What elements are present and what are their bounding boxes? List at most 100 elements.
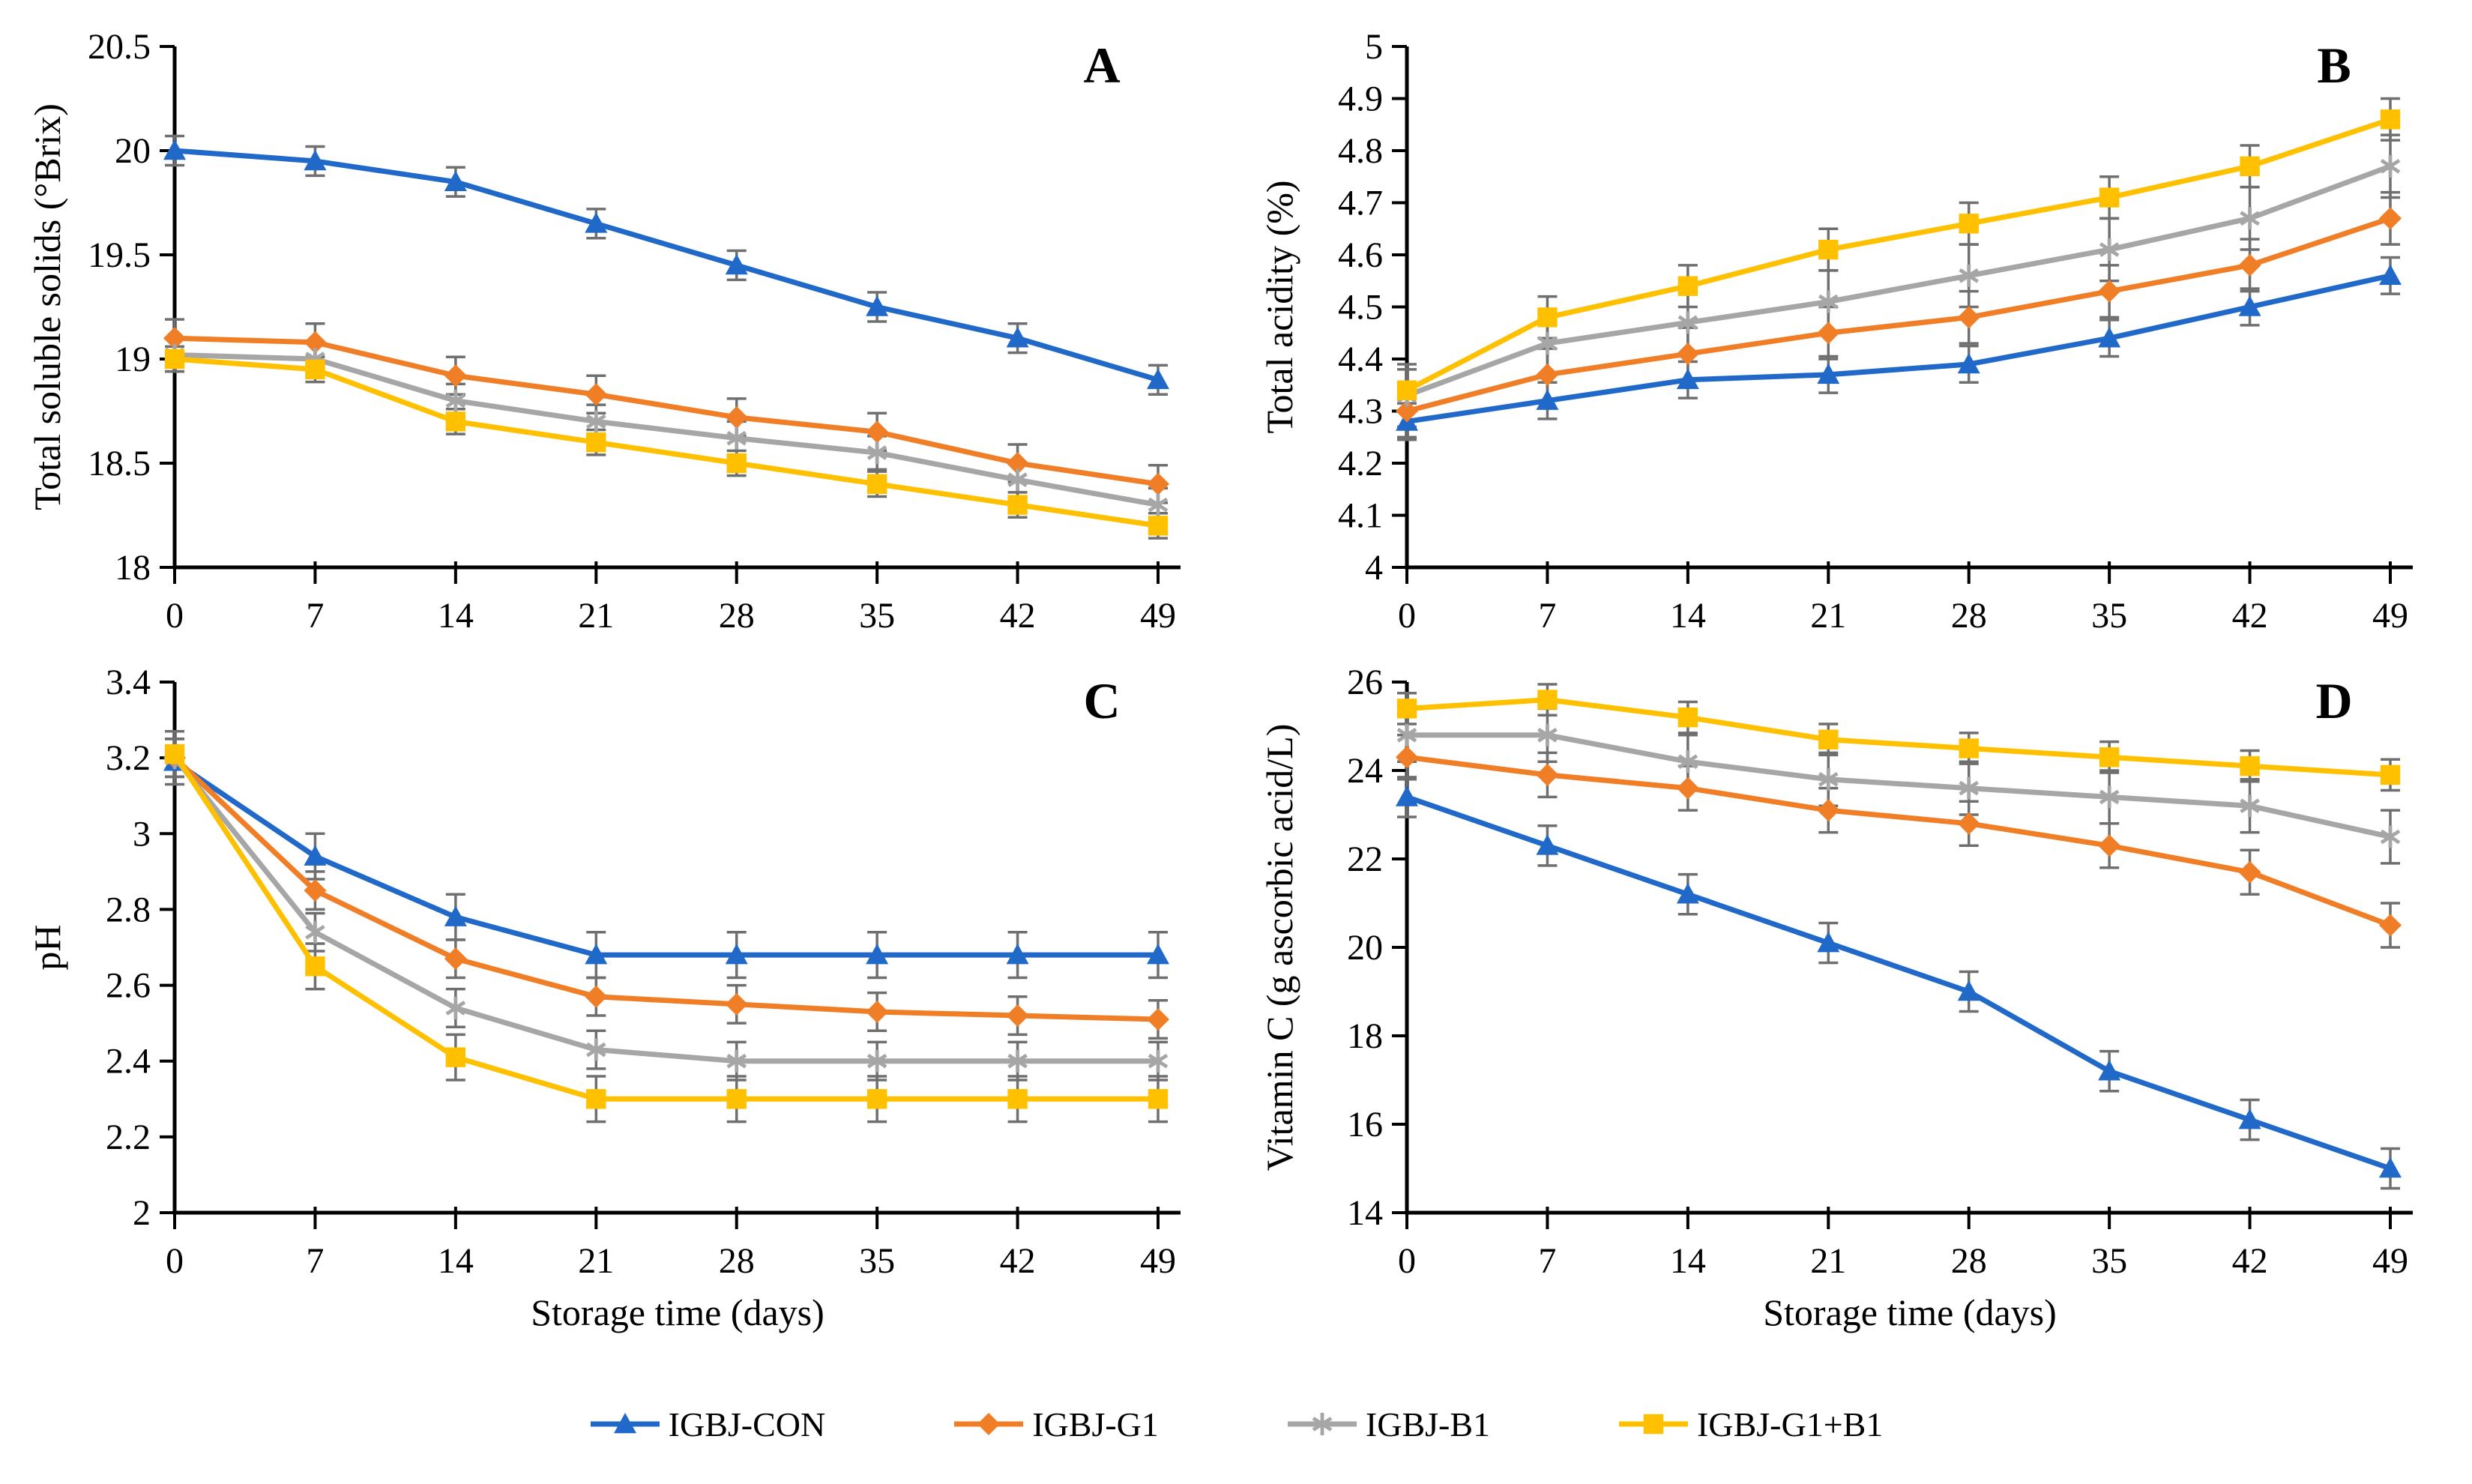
legend: IGBJ-CON IGBJ-G1 IGBJ-B1 IGBJ-G1+B1 xyxy=(0,1383,2472,1465)
x-tick-label: 7 xyxy=(1538,596,1556,636)
legend-item-igbj-con: IGBJ-CON xyxy=(589,1405,826,1444)
x-tick-label: 21 xyxy=(578,596,614,636)
x-tick-label: 7 xyxy=(306,1241,324,1281)
y-tick-label: 19 xyxy=(115,340,151,379)
chart-b-canvas: 4 4.1 4.2 4.3 4.4 4.5 4.6 4.7 4.8 4.9 5 0 7 14 21 28 35 4… xyxy=(1258,27,2413,636)
x-tick-label: 0 xyxy=(1398,1241,1416,1281)
diamond-marker-icon xyxy=(954,1413,1024,1435)
x-tick-label: 14 xyxy=(438,1241,474,1281)
series-IGBJ-B1 xyxy=(1396,723,2401,848)
axes: 14 16 18 20 22 24 26 0 7 14 21 28 35 42 49 xyxy=(1347,663,2413,1281)
panel-letter: B xyxy=(2317,37,2351,94)
x-tick-label: 42 xyxy=(2232,1241,2268,1281)
x-axis-title: Storage time (days) xyxy=(1763,1291,2057,1333)
x-tick-label: 28 xyxy=(719,596,755,636)
x-tick-label: 49 xyxy=(1140,1241,1176,1281)
y-tick-label: 4.1 xyxy=(1338,496,1383,536)
y-tick-label: 4.8 xyxy=(1338,131,1383,171)
y-axis-title: Total acidity (%) xyxy=(1258,180,1300,433)
y-tick-label: 22 xyxy=(1347,839,1383,879)
x-tick-label: 28 xyxy=(1951,596,1987,636)
legend-item-igbj-b1: IGBJ-B1 xyxy=(1286,1405,1490,1444)
chart-a-canvas: 18 18.5 19 19.5 20 20.5 0 7 14 21 28 35 42 49 Total so… xyxy=(26,27,1181,636)
x-tick-label: 35 xyxy=(859,1241,895,1281)
y-tick-label: 4.5 xyxy=(1338,288,1383,328)
y-tick-label: 4.4 xyxy=(1338,340,1383,379)
y-tick-label: 3.4 xyxy=(106,663,151,702)
axes: 2 2.2 2.4 2.6 2.8 3 3.2 3.4 0 7 14 21 28 35 42 49 xyxy=(106,663,1181,1281)
x-tick-label: 0 xyxy=(166,596,184,636)
y-tick-label: 18 xyxy=(115,548,151,588)
x-tick-label: 49 xyxy=(2372,1241,2408,1281)
x-tick-label: 0 xyxy=(166,1241,184,1281)
x-tick-label: 42 xyxy=(1000,1241,1036,1281)
y-tick-label: 3 xyxy=(133,814,151,854)
y-tick-label: 26 xyxy=(1347,663,1383,702)
y-tick-label: 2.2 xyxy=(106,1117,151,1157)
y-tick-label: 3.2 xyxy=(106,738,151,778)
x-tick-label: 42 xyxy=(2232,596,2268,636)
y-tick-label: 4 xyxy=(1365,548,1383,588)
y-tick-label: 19.5 xyxy=(88,235,151,275)
series-IGBJ-CON xyxy=(1396,264,2402,431)
y-tick-label: 20.5 xyxy=(88,27,151,67)
y-tick-label: 18 xyxy=(1347,1016,1383,1056)
axes: 4 4.1 4.2 4.3 4.4 4.5 4.6 4.7 4.8 4.9 5 0 7 14 21 28 35 4… xyxy=(1338,27,2413,636)
x-tick-label: 7 xyxy=(306,596,324,636)
y-tick-label: 2.6 xyxy=(106,966,151,1006)
x-tick-label: 21 xyxy=(1810,1241,1846,1281)
x-tick-label: 35 xyxy=(2091,596,2127,636)
legend-item-label: IGBJ-G1+B1 xyxy=(1697,1405,1884,1444)
series-IGBJ-G1+B1 xyxy=(1396,109,2401,400)
panel-a-total-soluble-solids: 18 18.5 19 19.5 20 20.5 0 7 14 21 28 35 42 49 Total so… xyxy=(21,9,1224,642)
y-tick-label: 4.9 xyxy=(1338,79,1383,119)
y-tick-label: 2 xyxy=(133,1193,151,1233)
panel-d-vitamin-c: 14 16 18 20 22 24 26 0 7 14 21 28 35 42 49 Vitamin C (g… xyxy=(1253,645,2456,1357)
x-tick-label: 14 xyxy=(1670,596,1706,636)
x-tick-label: 14 xyxy=(438,596,474,636)
series-IGBJ-G1 xyxy=(163,327,1169,495)
triangle-marker-icon xyxy=(590,1413,660,1434)
legend-item-label: IGBJ-B1 xyxy=(1365,1405,1491,1444)
y-axis-title: Vitamin C (g ascorbic acid/L) xyxy=(1258,724,1300,1171)
legend-item-label: IGBJ-CON xyxy=(668,1405,826,1444)
panel-b-total-acidity: 4 4.1 4.2 4.3 4.4 4.5 4.6 4.7 4.8 4.9 5 0 7 14 21 28 35 4… xyxy=(1253,9,2456,642)
legend-item-label: IGBJ-G1 xyxy=(1032,1405,1159,1444)
panel-letter: A xyxy=(1083,37,1120,94)
series-IGBJ-CON xyxy=(163,750,1169,965)
x-tick-label: 21 xyxy=(1810,596,1846,636)
series-IGBJ-G1+B1 xyxy=(164,349,1169,536)
x-tick-label: 42 xyxy=(1000,596,1036,636)
x-tick-label: 14 xyxy=(1670,1241,1706,1281)
chart-d-canvas: 14 16 18 20 22 24 26 0 7 14 21 28 35 42 49 Vitamin C (g… xyxy=(1258,663,2413,1333)
y-tick-label: 4.2 xyxy=(1338,444,1383,483)
x-tick-label: 49 xyxy=(2372,596,2408,636)
y-tick-label: 14 xyxy=(1347,1193,1383,1233)
x-tick-label: 49 xyxy=(1140,596,1176,636)
x-tick-label: 35 xyxy=(2091,1241,2127,1281)
axes: 18 18.5 19 19.5 20 20.5 0 7 14 21 28 35 42 49 xyxy=(88,27,1181,636)
x-tick-label: 28 xyxy=(1951,1241,1987,1281)
chart-c-canvas: 2 2.2 2.4 2.6 2.8 3 3.2 3.4 0 7 14 21 28 35 42 49 pH Stor… xyxy=(26,663,1181,1333)
panel-c-ph: 2 2.2 2.4 2.6 2.8 3 3.2 3.4 0 7 14 21 28 35 42 49 pH Stor… xyxy=(21,645,1224,1357)
panel-letter: C xyxy=(1083,672,1120,729)
panel-letter: D xyxy=(2315,672,2352,729)
y-axis-title: pH xyxy=(26,924,68,970)
x-axis-title: Storage time (days) xyxy=(531,1291,824,1333)
x-tick-label: 35 xyxy=(859,596,895,636)
y-tick-label: 20 xyxy=(115,131,151,171)
x-tick-label: 21 xyxy=(578,1241,614,1281)
legend-item-igbj-g1: IGBJ-G1 xyxy=(953,1405,1159,1444)
y-tick-label: 5 xyxy=(1365,27,1383,67)
y-tick-label: 20 xyxy=(1347,928,1383,968)
square-marker-icon xyxy=(1619,1414,1689,1435)
legend-item-igbj-g1-b1: IGBJ-G1+B1 xyxy=(1618,1405,1883,1444)
y-tick-label: 16 xyxy=(1347,1105,1383,1144)
x-tick-label: 0 xyxy=(1398,596,1416,636)
x-tick-label: 7 xyxy=(1538,1241,1556,1281)
series-IGBJ-G1 xyxy=(1396,207,2402,423)
series-IGBJ-G1+B1 xyxy=(1396,690,2401,785)
y-tick-label: 18.5 xyxy=(88,444,151,483)
x-tick-label: 28 xyxy=(719,1241,755,1281)
series-IGBJ-CON xyxy=(163,139,1169,390)
